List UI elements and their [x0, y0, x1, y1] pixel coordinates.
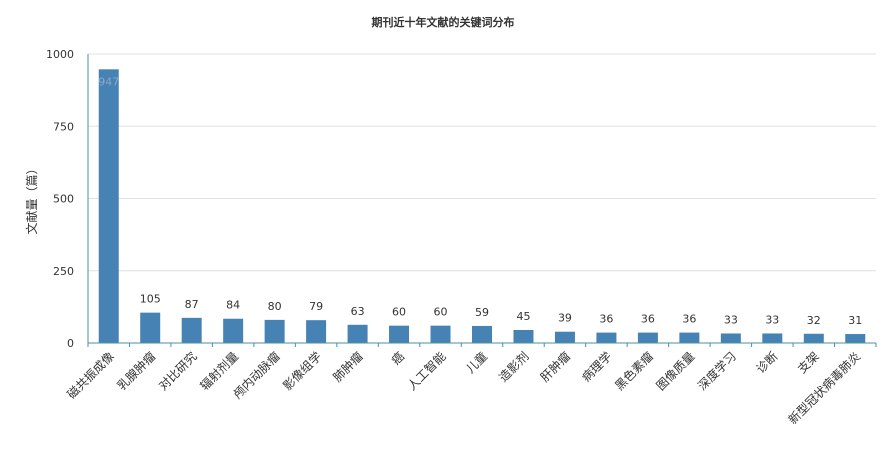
- data-label: 60: [434, 306, 448, 319]
- data-label: 105: [140, 293, 161, 306]
- data-label: 36: [641, 313, 655, 326]
- bar: [223, 318, 244, 343]
- data-label: 59: [475, 306, 489, 319]
- y-tick-label: 1000: [46, 48, 74, 61]
- bar: [554, 331, 575, 343]
- bar: [845, 334, 866, 343]
- data-label: 32: [807, 314, 821, 327]
- y-tick-label: 750: [53, 120, 74, 133]
- data-label: 45: [516, 310, 530, 323]
- y-tick-label: 250: [53, 265, 74, 278]
- x-tick-label: 乳腺肿瘤: [114, 349, 159, 394]
- data-label: 947: [98, 75, 119, 88]
- bar: [803, 333, 824, 343]
- bar: [140, 312, 161, 343]
- data-label: 79: [309, 300, 323, 313]
- bar: [347, 324, 368, 343]
- data-label: 33: [724, 313, 738, 326]
- x-tick-label: 支架: [795, 349, 822, 376]
- data-label: 60: [392, 306, 406, 319]
- grid-lines: [88, 53, 876, 272]
- x-tick-label: 图像质量: [654, 349, 698, 393]
- data-label: 84: [226, 299, 240, 312]
- bar: [637, 332, 658, 343]
- data-label: 33: [765, 313, 779, 326]
- x-tick-label: 癌: [388, 349, 407, 368]
- labels: 0 250 500 750 1000 文献量（篇） 947 磁共振成像 105 乳腺肿瘤 87 对比研…: [24, 48, 863, 427]
- bar: [264, 319, 285, 343]
- bar: [389, 325, 410, 343]
- x-tick-label: 影像组学: [280, 349, 325, 394]
- axes: [87, 54, 877, 347]
- data-label: 39: [558, 312, 572, 325]
- x-tick-label: 造影剂: [496, 349, 532, 385]
- data-label: 36: [682, 313, 696, 326]
- bar: [513, 329, 534, 343]
- bar: [472, 325, 492, 343]
- x-tick-label: 儿童: [463, 349, 491, 377]
- bar: [596, 332, 617, 343]
- x-tick-label: 磁共振成像: [64, 349, 117, 402]
- x-tick-label: 诊断: [753, 349, 781, 377]
- bar: [720, 333, 741, 343]
- data-label: 36: [599, 313, 613, 326]
- data-label: 87: [185, 298, 199, 311]
- data-label: 31: [848, 314, 862, 327]
- y-axis-label: 文献量（篇）: [24, 162, 39, 234]
- x-tick-label: 人工智能: [404, 349, 449, 394]
- x-tick-label: 病理学: [578, 349, 614, 385]
- bar: [679, 332, 700, 343]
- chart-title: 期刊近十年文献的关键词分布: [371, 16, 515, 29]
- bar: [306, 320, 327, 343]
- data-label: 80: [268, 300, 282, 313]
- x-tick-label: 黑色素瘤: [611, 349, 656, 394]
- x-tick-label: 新型冠状病毒肺炎: [785, 349, 863, 427]
- bar: [430, 325, 451, 343]
- y-tick-label: 0: [67, 337, 74, 350]
- x-tick-label: 肺肿瘤: [330, 349, 366, 385]
- bar: [762, 333, 783, 343]
- bar: [181, 317, 202, 343]
- bars: [98, 69, 866, 343]
- x-tick-label: 深度学习: [694, 349, 739, 394]
- data-label: 63: [351, 305, 365, 318]
- bar: [98, 69, 119, 343]
- y-tick-label: 500: [53, 193, 74, 206]
- x-tick-label: 肝肿瘤: [537, 349, 573, 385]
- x-tick-label: 对比研究: [155, 349, 200, 394]
